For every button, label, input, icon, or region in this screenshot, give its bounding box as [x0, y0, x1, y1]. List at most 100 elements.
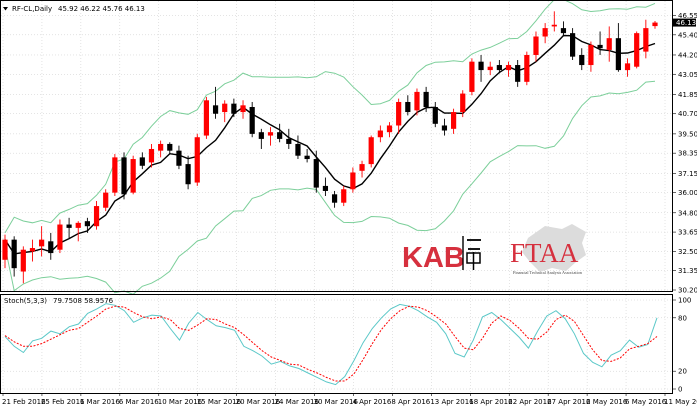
- candle-body: [359, 164, 365, 171]
- candle-body: [560, 28, 567, 34]
- time-tick-label: 13 Apr 2016: [430, 398, 474, 406]
- candle-body: [112, 157, 118, 193]
- candle-body: [496, 65, 502, 71]
- stoch-tick-label: 100: [678, 297, 691, 305]
- candle-body: [478, 61, 484, 71]
- candle-body: [103, 192, 109, 208]
- price-tick-label: 44.20: [678, 51, 697, 59]
- stoch-signal-line: [4, 305, 658, 382]
- candle-body: [158, 143, 164, 151]
- candle-body: [231, 103, 237, 114]
- candle-body: [66, 224, 72, 228]
- candle-body: [139, 157, 145, 166]
- candle-body: [222, 103, 228, 113]
- kab-logo-text: KAB: [402, 242, 465, 274]
- candle-body: [75, 222, 81, 228]
- candle-body: [341, 189, 347, 203]
- candles: [2, 11, 658, 284]
- candle-body: [579, 54, 585, 66]
- candle-body: [386, 125, 393, 133]
- candle-body: [524, 54, 530, 82]
- candle-body: [350, 172, 356, 190]
- candle-body: [423, 91, 429, 108]
- candle-body: [121, 157, 127, 195]
- candle-body: [606, 38, 612, 50]
- time-tick-label: 10 Mar 2016: [158, 398, 203, 406]
- price-tick-label: 46.55: [678, 12, 697, 20]
- stoch-tick-label: 80: [678, 314, 687, 322]
- candle-body: [267, 132, 274, 136]
- candle-body: [533, 36, 539, 55]
- time-tick-label: 6 May 2016: [625, 398, 667, 406]
- last-price-tag: 46.13: [673, 18, 696, 27]
- candle-body: [643, 28, 649, 52]
- candle-body: [194, 137, 200, 183]
- candle-body: [377, 130, 383, 138]
- candle-body: [313, 159, 319, 188]
- candle-body: [167, 143, 173, 151]
- candle-body: [148, 148, 155, 163]
- time-tick-label: 21 Feb 2016: [2, 398, 46, 406]
- candle-body: [469, 61, 475, 92]
- candle-body: [615, 38, 621, 71]
- price-tick-label: 32.50: [678, 248, 697, 256]
- bollinger-lower: [4, 80, 656, 295]
- candle-body: [652, 22, 658, 27]
- candle-body: [304, 155, 310, 160]
- candle-body: [432, 107, 438, 124]
- ftaa-logo: FTAA Financial Technical Analysts Associ…: [510, 224, 586, 275]
- candle-body: [20, 249, 26, 272]
- candle-body: [203, 100, 210, 136]
- ftaa-caption: Financial Technical Analysts Association: [513, 270, 583, 275]
- candle-body: [277, 132, 283, 139]
- candle-body: [130, 159, 136, 193]
- time-tick-label: 8 Apr 2016: [391, 398, 430, 406]
- candle-body: [2, 239, 8, 260]
- chart-title: RF-CL,Daily: [12, 5, 52, 13]
- candle-body: [450, 112, 457, 129]
- candle-body: [39, 239, 45, 247]
- stoch-lines: [4, 303, 658, 386]
- candle-body: [634, 33, 640, 67]
- stoch-tick-label: 20: [678, 368, 687, 376]
- svg-text:46.13: 46.13: [676, 19, 696, 27]
- candle-body: [84, 221, 90, 227]
- time-tick-label: 20 Mar 2016: [236, 398, 281, 406]
- stoch-title: Stoch(5,3,3): [4, 297, 47, 305]
- candle-body: [295, 143, 301, 156]
- candle-body: [322, 185, 329, 191]
- candle-body: [405, 101, 411, 113]
- price-tick-label: 30.20: [678, 287, 697, 295]
- stoch-header: Stoch(5,3,3) 79.7508 58.9576: [4, 297, 114, 305]
- candle-body: [414, 91, 420, 111]
- candle-body: [368, 137, 374, 165]
- candle-body: [441, 125, 448, 131]
- candle-body: [11, 239, 17, 269]
- candle-body: [396, 101, 402, 126]
- price-tick-label: 45.40: [678, 31, 697, 39]
- stoch-values: 79.7508 58.9576: [53, 297, 114, 305]
- candle-body: [93, 206, 100, 227]
- time-tick-label: 24 Mar 2016: [275, 398, 320, 406]
- time-tick-label: 2 May 2016: [586, 398, 628, 406]
- candle-body: [570, 33, 576, 57]
- candle-body: [460, 93, 466, 113]
- candle-body: [48, 241, 54, 254]
- candle-body: [551, 24, 557, 27]
- time-tick-label: 11 May 2016: [664, 398, 697, 406]
- candle-body: [331, 194, 338, 203]
- time-tick-label: 22 Apr 2016: [508, 398, 552, 406]
- kab-logo: KAB: [402, 236, 481, 274]
- time-tick-label: 18 Apr 2016: [469, 398, 513, 406]
- price-tick-label: 40.70: [678, 110, 697, 118]
- candle-body: [624, 63, 631, 71]
- chart-menu-triangle-icon: [3, 7, 8, 11]
- time-tick-label: 4 Apr 2016: [352, 398, 391, 406]
- price-tick-label: 37.15: [678, 170, 697, 178]
- price-tick-label: 33.65: [678, 229, 697, 237]
- price-tick-label: 34.80: [678, 209, 697, 217]
- price-tick-label: 43.05: [678, 71, 697, 79]
- time-tick-label: 25 Feb 2016: [41, 398, 85, 406]
- stoch-frame: [0, 294, 673, 394]
